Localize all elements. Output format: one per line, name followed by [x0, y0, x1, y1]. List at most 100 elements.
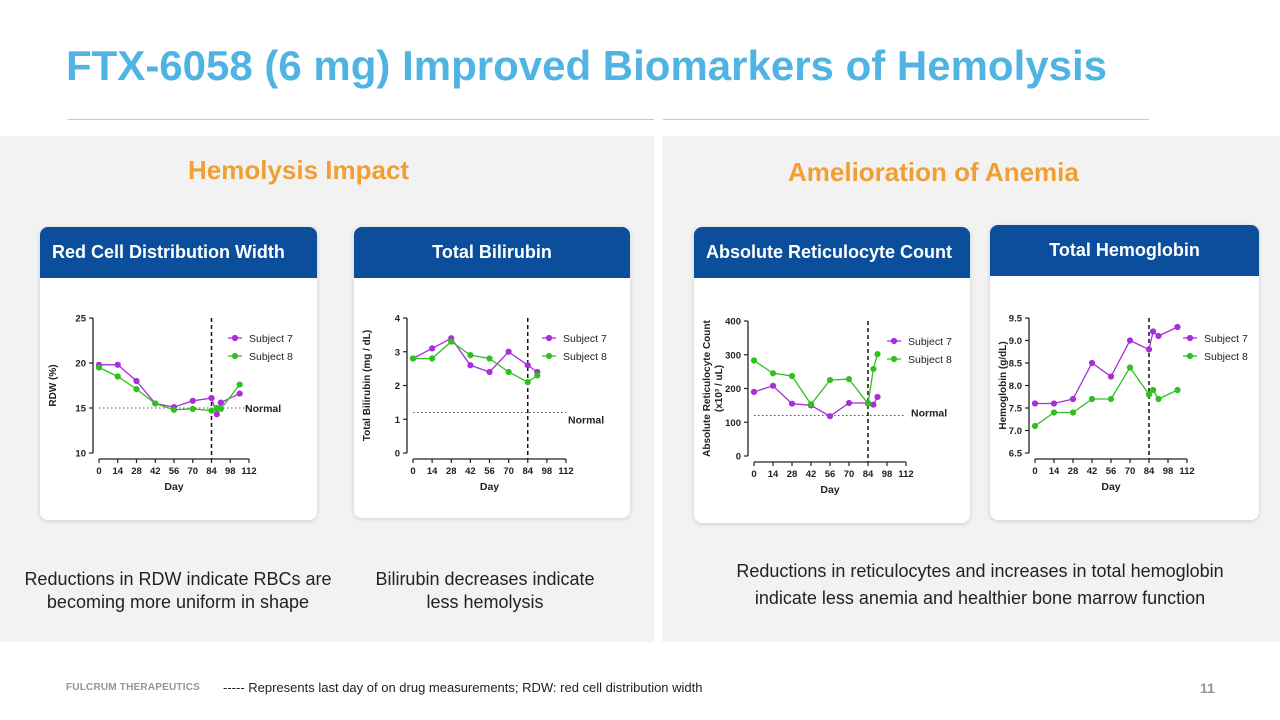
y-tick-label: 100: [725, 418, 741, 429]
normal-label: Normal: [911, 408, 947, 420]
x-tick-label: 98: [882, 469, 893, 480]
bilirubin-chart: 0 1 2 3 4 0 14 28 42 56 70 84 98 112 Day Total Bilirubi…: [362, 314, 607, 494]
anemia-caption: Reductions in reticulocytes and increase…: [736, 561, 1224, 608]
data-point: [769, 382, 777, 389]
data-point: [769, 370, 777, 377]
series-line-subject-8: [413, 340, 538, 383]
data-point: [208, 407, 215, 414]
x-tick-label: 98: [1163, 466, 1174, 477]
data-point: [1149, 386, 1157, 394]
data-point: [750, 388, 758, 395]
y-tick-label: 7.5: [1009, 404, 1023, 415]
x-axis-label: Day: [820, 484, 839, 496]
x-tick-label: 112: [558, 466, 573, 477]
data-point: [505, 368, 512, 376]
data-point: [486, 355, 493, 362]
series-line-subject-8: [1034, 366, 1178, 427]
data-point: [170, 406, 178, 413]
data-point: [1069, 395, 1077, 403]
x-axis-label: Day: [164, 481, 183, 493]
x-tick-label: 70: [1125, 466, 1136, 477]
x-tick-label: 112: [1179, 466, 1194, 477]
x-tick-label: 42: [1087, 466, 1098, 477]
data-point: [826, 413, 834, 420]
y-axis-label: Hemoglobin (g/dL): [998, 341, 1009, 429]
x-tick-label: 84: [1144, 466, 1155, 477]
x-tick-label: 14: [427, 466, 438, 477]
x-tick-label: 0: [1032, 466, 1037, 477]
y-tick-label: 0: [736, 452, 741, 463]
x-tick-label: 0: [410, 466, 415, 477]
legend-label: Subject 7: [1204, 333, 1248, 345]
data-point: [486, 368, 493, 376]
y-axis-label-units: (x10³ / uL): [714, 365, 725, 412]
x-tick-label: 112: [241, 466, 256, 477]
y-tick-label: 20: [75, 359, 86, 370]
data-point: [1149, 328, 1157, 335]
legend-marker: [1186, 334, 1194, 342]
data-point: [95, 364, 103, 371]
hemoglobin-card: Total Hemoglobin 6.5 7.0 7.5 8.0 8.5 9.0 9.5 0 1…: [990, 225, 1259, 520]
data-point: [1050, 409, 1058, 416]
normal-label: Normal: [568, 415, 604, 427]
y-axis-label: Absolute Reticulocyte Count: [702, 319, 713, 456]
data-point: [133, 386, 140, 393]
data-point: [467, 352, 474, 359]
rdw-chart: 10 15 20 25 0 14 28 42 56 70 84 98 112 Day RDW (%) Norm…: [48, 314, 293, 494]
section-title-hemolysis: Hemolysis Impact: [188, 155, 410, 185]
x-tick-label: 70: [503, 466, 514, 477]
hemoglobin-card-title: Total Hemoglobin: [990, 225, 1259, 276]
y-axis-label: Total Bilirubin (mg / dL): [362, 330, 373, 441]
hemoglobin-chart: 6.5 7.0 7.5 8.0 8.5 9.0 9.5 0 14 28 42 56 70 84 98 112 D…: [998, 314, 1248, 494]
reticulocyte-card-title: Absolute Reticulocyte Count: [694, 227, 970, 278]
data-point: [807, 401, 815, 408]
legend-marker: [545, 334, 553, 342]
page-title: FTX-6058 (6 mg) Improved Biomarkers of H…: [66, 42, 1107, 89]
y-tick-label: 9.0: [1009, 336, 1022, 347]
legend-label: Subject 8: [908, 354, 952, 366]
x-tick-label: 70: [187, 466, 198, 477]
data-point: [826, 376, 834, 384]
y-tick-label: 400: [725, 317, 741, 328]
x-tick-label: 14: [1049, 466, 1060, 477]
series-line-subject-7: [412, 337, 538, 373]
data-point: [1107, 395, 1115, 403]
page-number: 11: [1200, 680, 1215, 696]
y-tick-label: 300: [725, 350, 741, 361]
legend-marker: [231, 334, 239, 342]
y-tick-label: 1: [395, 415, 401, 426]
legend-marker: [231, 352, 239, 360]
data-point: [189, 405, 196, 412]
legend-label: Subject 8: [563, 351, 607, 363]
legend-marker: [890, 355, 898, 363]
data-point: [152, 400, 159, 407]
data-point: [1069, 409, 1077, 416]
x-tick-label: 28: [131, 466, 142, 477]
legend-marker: [890, 337, 898, 345]
title-divider-right: [663, 119, 1149, 120]
bilirubin-card: Total Bilirubin 0 1 2 3 4 0 14 28 42 56 70 84 98 112 D…: [354, 227, 630, 518]
x-tick-label: 84: [863, 469, 874, 480]
x-tick-label: 56: [825, 469, 836, 480]
x-tick-label: 56: [484, 466, 495, 477]
x-axis-label: Day: [1101, 481, 1120, 493]
y-tick-label: 10: [75, 449, 86, 460]
data-point: [1174, 323, 1181, 331]
bilirubin-card-title: Total Bilirubin: [354, 227, 630, 278]
title-divider-left: [68, 119, 654, 120]
legend-label: Subject 8: [249, 351, 293, 363]
bilirubin-caption: Bilirubin decreases indicate less hemoly…: [375, 569, 595, 612]
data-point: [1031, 400, 1039, 407]
footer-brand-logo: FULCRUM THERAPEUTICS: [66, 682, 200, 693]
data-point: [788, 372, 796, 380]
data-point: [429, 345, 436, 352]
x-tick-label: 112: [898, 469, 913, 480]
x-tick-label: 0: [751, 469, 756, 480]
data-point: [1088, 395, 1096, 403]
rdw-card: Red Cell Distribution Width 10 15 20 25 0 14 2…: [40, 227, 317, 520]
legend-marker: [1186, 352, 1194, 360]
x-tick-label: 42: [150, 466, 161, 477]
legend-label: Subject 8: [1204, 351, 1248, 363]
y-tick-label: 7.0: [1009, 426, 1022, 437]
x-tick-label: 98: [542, 466, 553, 477]
